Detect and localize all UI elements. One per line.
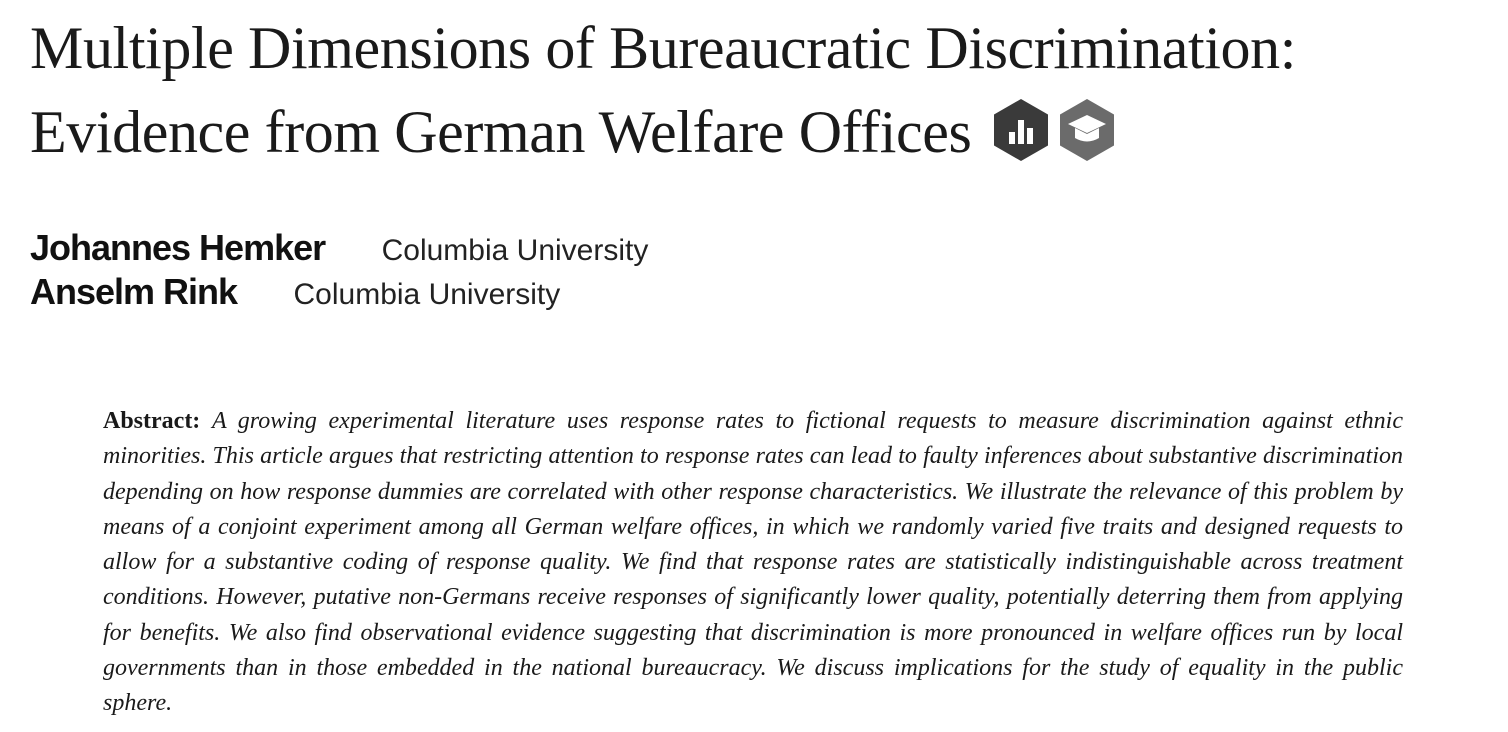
paper-title-text: Multiple Dimensions of Bureaucratic Disc… [30,15,1296,165]
author-name: Johannes Hemker [30,227,326,268]
author-name: Anselm Rink [30,271,238,312]
author-entry: Johannes Hemker Columbia University [30,226,648,270]
author-affiliation: Columbia University [381,234,649,267]
open-data-icon [994,99,1049,161]
open-data-badge[interactable] [990,98,1052,162]
author-list: Johannes Hemker Columbia University Anse… [30,226,648,314]
open-materials-badge[interactable] [1056,98,1118,162]
open-materials-icon [1060,99,1115,161]
paper-title: Multiple Dimensions of Bureaucratic Disc… [30,6,1490,174]
author-entry: Anselm Rink Columbia University [30,270,648,314]
abstract: Abstract: A growing experimental literat… [103,404,1403,722]
author-affiliation: Columbia University [293,278,561,311]
abstract-label: Abstract: [103,408,201,434]
abstract-text: A growing experimental literature uses r… [103,408,1404,717]
